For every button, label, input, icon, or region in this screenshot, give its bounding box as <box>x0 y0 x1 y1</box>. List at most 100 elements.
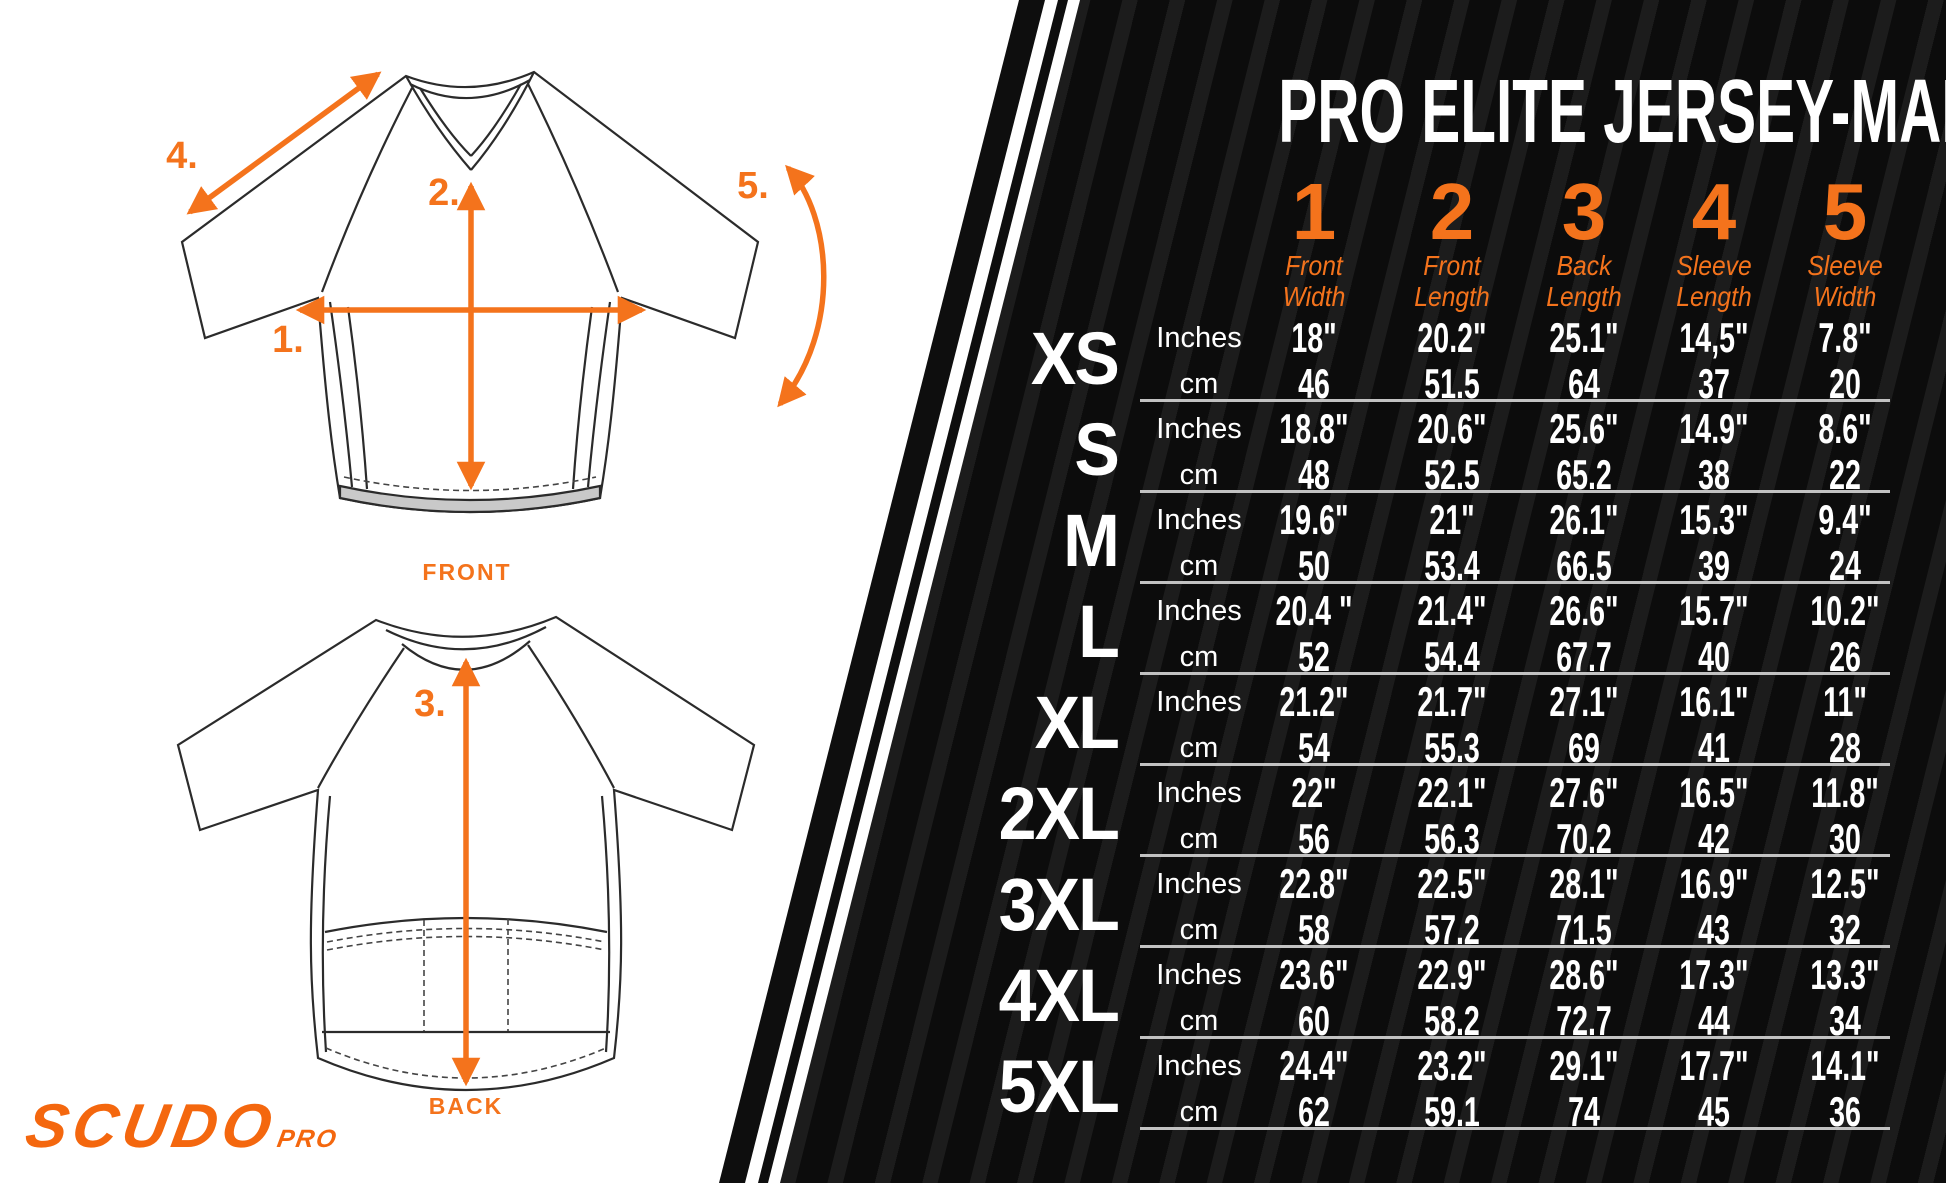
front-vneck-outer-left <box>405 75 472 171</box>
size-label: L <box>1078 590 1120 673</box>
column-header-front-width: 1 Front Width <box>1249 172 1379 313</box>
cell-cm: 54.4 <box>1424 633 1480 680</box>
front-measure-arrows <box>186 71 827 491</box>
cell-inches: 16.9" <box>1679 860 1749 907</box>
unit-label-cm: cm <box>1179 823 1219 855</box>
column-header-front-length: 2 Front Length <box>1387 167 1517 313</box>
table-row-s: S Inches cm 18.8" 20.6" 25.6" 14.9" 8.6"… <box>0 404 1946 498</box>
cell-inches: 17.7" <box>1679 1042 1749 1089</box>
cell-inches: 22.9" <box>1417 951 1487 998</box>
column-header-back-length: 3 Back Length <box>1519 172 1649 313</box>
cell-inches: 9.4" <box>1818 496 1872 543</box>
back-collar-inner <box>385 626 547 651</box>
cell-inches: 11" <box>1823 678 1867 725</box>
measure-label-4: 4. <box>166 135 198 177</box>
cell-cm: 41 <box>1698 724 1730 771</box>
column-label: Sleeve Width <box>1807 250 1883 312</box>
cell-inches: 13.3" <box>1810 951 1880 998</box>
cell-inches: 21.2" <box>1279 678 1349 725</box>
size-label: 5XL <box>998 1045 1120 1128</box>
column-label: Sleeve Length <box>1676 250 1752 312</box>
table-row-4xl: 4XL Inches cm 23.6" 22.9" 28.6" 17.3" 13… <box>0 950 1946 1044</box>
row-separator <box>1140 1127 1890 1130</box>
front-collar-top-inner <box>409 79 531 100</box>
row-separator <box>1140 1036 1890 1039</box>
cell-cm: 64 <box>1568 360 1600 407</box>
cell-inches: 12.5" <box>1810 860 1880 907</box>
back-pocket-stitch <box>326 927 606 943</box>
cell-inches: 28.1" <box>1549 860 1619 907</box>
cell-inches: 21" <box>1429 496 1475 543</box>
cell-cm: 52 <box>1298 633 1330 680</box>
cell-cm: 43 <box>1698 906 1730 953</box>
cell-cm: 66.5 <box>1556 542 1612 589</box>
jersey-diagrams: 4. 2. 1. 5. FRONT 3. BACK <box>166 70 827 1119</box>
cell-cm: 48 <box>1298 451 1330 498</box>
unit-label-cm: cm <box>1179 459 1219 491</box>
cell-cm: 67.7 <box>1556 633 1612 680</box>
measure-arrow-sleeve-width <box>777 164 827 408</box>
cell-inches: 26.1" <box>1549 496 1619 543</box>
size-label: 3XL <box>998 863 1120 946</box>
cell-inches: 18" <box>1291 314 1337 361</box>
cell-inches: 14,5" <box>1679 314 1749 361</box>
cell-cm: 44 <box>1698 997 1730 1044</box>
cell-cm: 69 <box>1568 724 1600 771</box>
measure-label-1: 1. <box>272 319 304 361</box>
cell-inches: 28.6" <box>1549 951 1619 998</box>
unit-label-cm: cm <box>1179 641 1219 673</box>
unit-label-inches: Inches <box>1156 413 1242 445</box>
cell-inches: 22.8" <box>1279 860 1349 907</box>
column-header-sleeve-length: 4 Sleeve Length <box>1649 172 1779 313</box>
cell-cm: 34 <box>1829 997 1861 1044</box>
cell-inches: 27.6" <box>1549 769 1619 816</box>
size-label: XS <box>1030 317 1120 400</box>
front-raglan-seam-right <box>527 83 620 293</box>
measure-arrow-sleeve-length <box>186 71 382 215</box>
size-label: M <box>1063 499 1120 582</box>
cell-inches: 10.2" <box>1810 587 1880 634</box>
unit-label-cm: cm <box>1179 1005 1219 1037</box>
cell-inches: 23.2" <box>1417 1042 1487 1089</box>
cell-cm: 58.2 <box>1424 997 1480 1044</box>
column-number: 2 <box>1429 167 1475 256</box>
size-label: 4XL <box>998 954 1120 1037</box>
size-label: S <box>1074 408 1119 491</box>
row-separator <box>1140 490 1890 493</box>
unit-label-cm: cm <box>1179 732 1219 764</box>
cell-cm: 46 <box>1298 360 1330 407</box>
brand-wordmark: SCUDO <box>20 1092 282 1161</box>
cell-cm: 56 <box>1298 815 1330 862</box>
cell-cm: 70.2 <box>1556 815 1612 862</box>
cell-inches: 15.7" <box>1679 587 1749 634</box>
cell-inches: 11.8" <box>1811 769 1879 816</box>
back-raglan-seam-left <box>317 647 405 789</box>
cell-cm: 65.2 <box>1556 451 1612 498</box>
cell-cm: 58 <box>1298 906 1330 953</box>
cell-inches: 14.1" <box>1810 1042 1880 1089</box>
cell-cm: 52.5 <box>1424 451 1480 498</box>
cell-cm: 32 <box>1829 906 1861 953</box>
cell-inches: 19.6" <box>1279 496 1349 543</box>
page-title: PRO ELITE JERSEY-MAN <box>1278 62 1946 162</box>
back-side-seam <box>600 795 611 1053</box>
column-label: Back Length <box>1546 250 1622 312</box>
front-vneck-outer-right <box>470 71 535 171</box>
cell-inches: 8.6" <box>1818 405 1872 452</box>
table-row-5xl: 5XL Inches cm 24.4" 23.2" 29.1" 17.7" 14… <box>0 1041 1946 1135</box>
cell-cm: 26 <box>1829 633 1861 680</box>
cell-cm: 74 <box>1568 1088 1600 1135</box>
back-raglan-seam-right <box>527 644 615 789</box>
cell-cm: 24 <box>1829 542 1861 589</box>
row-separator <box>1140 945 1890 948</box>
cell-cm: 37 <box>1698 360 1730 407</box>
unit-label-cm: cm <box>1179 368 1219 400</box>
unit-label-cm: cm <box>1179 914 1219 946</box>
column-label: Front Width <box>1282 250 1346 312</box>
front-side-seam <box>571 306 594 490</box>
back-side-seam <box>321 795 332 1053</box>
cell-inches: 25.6" <box>1549 405 1619 452</box>
brand-suffix: PRO <box>275 1125 341 1153</box>
brand-logo: SCUDOPRO <box>20 1092 452 1166</box>
